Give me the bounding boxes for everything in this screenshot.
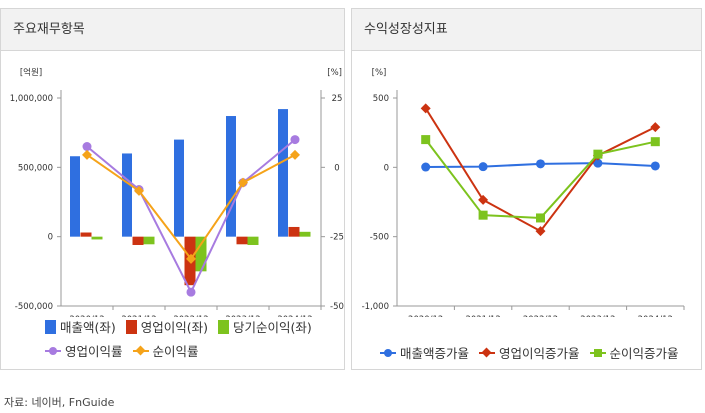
x-tick-label: 2023/12 bbox=[225, 315, 260, 317]
legend-swatch-operating-income-growth bbox=[479, 347, 495, 358]
growth-indicators-chart: [%] 500 0 -500 -1,000 2020/12 2021/12 2022/12 20… bbox=[362, 68, 685, 317]
left-tick-label: -500,000 bbox=[15, 302, 53, 312]
revenue-growth-point bbox=[650, 161, 660, 171]
right-tick-label: 0 bbox=[334, 163, 339, 173]
net-income-growth-line bbox=[424, 138, 656, 219]
left-tick-label: 500,000 bbox=[18, 163, 53, 173]
left-axis-unit: [억원] bbox=[20, 67, 42, 78]
net-margin-point bbox=[238, 177, 248, 188]
growth-indicators-title: 수익성장성지표 bbox=[352, 9, 701, 51]
legend-item-revenue-growth[interactable]: 매출액증가율 bbox=[380, 343, 469, 362]
net-margin-point bbox=[290, 149, 300, 160]
financial-items-panel: 주요재무항목 [억원] [%] 1,000,000 500,000 0 -500,000 2… bbox=[0, 8, 345, 370]
left-tick-label: 500 bbox=[373, 94, 389, 104]
x-tick-label: 2020/12 bbox=[69, 315, 104, 317]
operating-margin-point bbox=[186, 287, 196, 297]
legend-swatch-revenue-growth bbox=[380, 348, 396, 358]
legend-label-net-margin: 순이익률 bbox=[152, 344, 199, 359]
net-income-growth-point bbox=[536, 213, 545, 223]
net-income-bar bbox=[247, 236, 259, 245]
net-margin-point bbox=[134, 185, 144, 196]
operating-income-growth-line bbox=[424, 107, 656, 233]
operating-income-bar bbox=[132, 236, 144, 245]
financial-items-legend: 매출액(좌) 영업이익(좌) 당기순이익(좌) 영업이익률 순이익률 bbox=[1, 317, 388, 360]
revenue-bar bbox=[226, 116, 236, 237]
right-tick-label: -25 bbox=[330, 233, 344, 243]
source-note: 자료: 네이버, FnGuide bbox=[4, 396, 115, 409]
x-tick-label: 2023/12 bbox=[580, 315, 615, 317]
growth-indicators-legend: 매출액증가율 영업이익증가율 순이익증가율 bbox=[352, 343, 705, 362]
left-tick-label: 0 bbox=[384, 163, 389, 173]
legend-item-operating-income-growth[interactable]: 영업이익증가율 bbox=[479, 343, 580, 362]
left-tick-label: 1,000,000 bbox=[10, 94, 53, 104]
x-tick-label: 2024/12 bbox=[277, 315, 312, 317]
revenue-bar bbox=[278, 109, 288, 237]
operating-income-bar bbox=[288, 226, 300, 237]
operating-income-bar bbox=[80, 232, 92, 237]
financial-items-title: 주요재무항목 bbox=[1, 9, 344, 51]
net-income-growth-point bbox=[650, 137, 660, 147]
legend-item-operating-margin[interactable]: 영업이익률 bbox=[45, 341, 123, 360]
legend-swatch-revenue bbox=[45, 320, 56, 334]
net-margin-point bbox=[82, 149, 92, 160]
legend-swatch-operating-income bbox=[125, 320, 137, 334]
x-tick-label: 2021/12 bbox=[121, 315, 156, 317]
net-income-bar bbox=[143, 236, 155, 245]
left-tick-label: -1,000 bbox=[362, 302, 389, 312]
legend-swatch-net-margin bbox=[132, 345, 149, 356]
net-margin-point bbox=[186, 253, 196, 264]
revenue-growth-point bbox=[593, 158, 603, 168]
x-tick-label: 2024/12 bbox=[638, 315, 673, 317]
legend-swatch-operating-margin bbox=[45, 346, 61, 356]
revenue-bar bbox=[70, 156, 80, 237]
revenue-growth-point bbox=[421, 162, 431, 172]
net-income-bar bbox=[299, 231, 311, 237]
legend-item-operating-income[interactable]: 영업이익(좌) bbox=[125, 317, 209, 336]
legend-label-operating-income: 영업이익(좌) bbox=[140, 320, 209, 335]
legend-item-net-margin[interactable]: 순이익률 bbox=[132, 341, 199, 360]
left-axis-unit: [%] bbox=[372, 68, 387, 78]
revenue-growth-point bbox=[536, 159, 545, 169]
left-tick-label: 0 bbox=[48, 233, 53, 243]
legend-label-revenue-growth: 매출액증가율 bbox=[400, 346, 470, 361]
x-tick-label: 2020/12 bbox=[408, 315, 443, 317]
x-tick-label: 2022/12 bbox=[523, 315, 558, 317]
revenue-bar bbox=[122, 153, 132, 237]
legend-label-revenue: 매출액(좌) bbox=[60, 320, 116, 335]
legend-item-net-income[interactable]: 당기순이익(좌) bbox=[218, 317, 312, 336]
legend-item-net-income-growth[interactable]: 순이익증가율 bbox=[589, 343, 679, 362]
legend-swatch-net-income bbox=[218, 320, 229, 334]
financial-items-chart: [억원] [%] 1,000,000 500,000 0 -500,000 25 0 -25 -5… bbox=[10, 67, 344, 317]
net-income-growth-point bbox=[593, 149, 603, 159]
right-tick-label: -50 bbox=[330, 302, 344, 312]
net-income-growth-point bbox=[421, 135, 431, 145]
x-tick-label: 2021/12 bbox=[465, 315, 500, 317]
legend-label-net-income-growth: 순이익증가율 bbox=[609, 346, 679, 361]
revenue-growth-point bbox=[478, 162, 488, 172]
operating-margin-point bbox=[82, 142, 92, 152]
net-income-bar bbox=[91, 236, 103, 240]
operating-income-growth-point bbox=[420, 103, 431, 114]
net-income-growth-point bbox=[478, 210, 488, 220]
growth-indicators-panel: 수익성장성지표 [%] 500 0 -500 -1,000 2020/12 2021/12 2… bbox=[351, 8, 702, 370]
legend-item-revenue[interactable]: 매출액(좌) bbox=[45, 317, 116, 336]
legend-label-operating-margin: 영업이익률 bbox=[65, 344, 123, 359]
legend-swatch-net-income-growth bbox=[589, 348, 606, 358]
x-tick-label: 2022/12 bbox=[173, 315, 208, 317]
legend-label-operating-income-growth: 영업이익증가율 bbox=[499, 346, 580, 361]
legend-label-net-income: 당기순이익(좌) bbox=[233, 320, 312, 335]
operating-income-growth-point bbox=[650, 122, 661, 133]
right-tick-label: 25 bbox=[332, 94, 343, 104]
left-tick-label: -500 bbox=[370, 233, 389, 243]
revenue-bar bbox=[174, 139, 184, 237]
net-income-bar bbox=[195, 236, 207, 272]
operating-income-growth-point bbox=[535, 226, 546, 237]
right-axis-unit: [%] bbox=[327, 68, 342, 78]
operating-margin-point bbox=[290, 135, 300, 145]
operating-income-growth-point bbox=[478, 194, 489, 205]
operating-income-bar bbox=[236, 236, 248, 245]
